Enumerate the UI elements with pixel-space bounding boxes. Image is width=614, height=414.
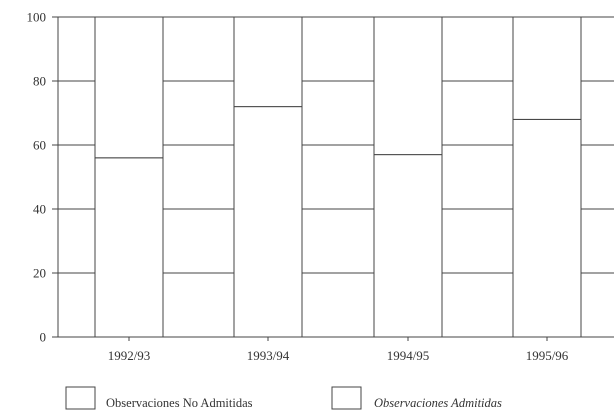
y-tick-label: 20 xyxy=(33,266,46,281)
bar-1994-95-series-1 xyxy=(373,154,443,338)
legend-label-series-1: Observaciones No Admitidas xyxy=(106,396,253,410)
legend-swatch-series-2 xyxy=(331,386,362,410)
bar-1994-95-series-2 xyxy=(373,16,443,156)
y-tick-labels: 0 20 40 60 80 100 xyxy=(27,10,47,345)
x-tick-label: 1992/93 xyxy=(108,348,151,363)
bar-1995-96-series-1 xyxy=(512,118,582,338)
legend-swatch-series-1 xyxy=(65,386,96,410)
bar-1995-96-series-2 xyxy=(512,16,582,120)
bar-1993-94-series-1 xyxy=(233,106,303,338)
y-tick-label: 0 xyxy=(40,330,47,345)
bar-1992-93-series-2 xyxy=(94,16,164,159)
axes xyxy=(52,16,614,341)
x-tick-label: 1994/95 xyxy=(387,348,430,363)
bar-1993-94-series-2 xyxy=(233,16,303,108)
y-tick-label: 40 xyxy=(33,202,46,217)
legend: Observaciones No Admitidas Observaciones … xyxy=(65,386,502,410)
legend-label-series-2: Observaciones Admitidas xyxy=(374,396,502,410)
x-tick-label: 1993/94 xyxy=(247,348,290,363)
bar-1992-93-series-1 xyxy=(94,157,164,338)
x-tick-label: 1995/96 xyxy=(526,348,569,363)
y-tick-label: 60 xyxy=(33,138,46,153)
x-tick-labels: 1992/93 1993/94 1994/95 1995/96 xyxy=(108,348,569,363)
bars xyxy=(94,16,582,338)
y-tick-label: 80 xyxy=(33,74,46,89)
y-tick-label: 100 xyxy=(27,10,47,25)
